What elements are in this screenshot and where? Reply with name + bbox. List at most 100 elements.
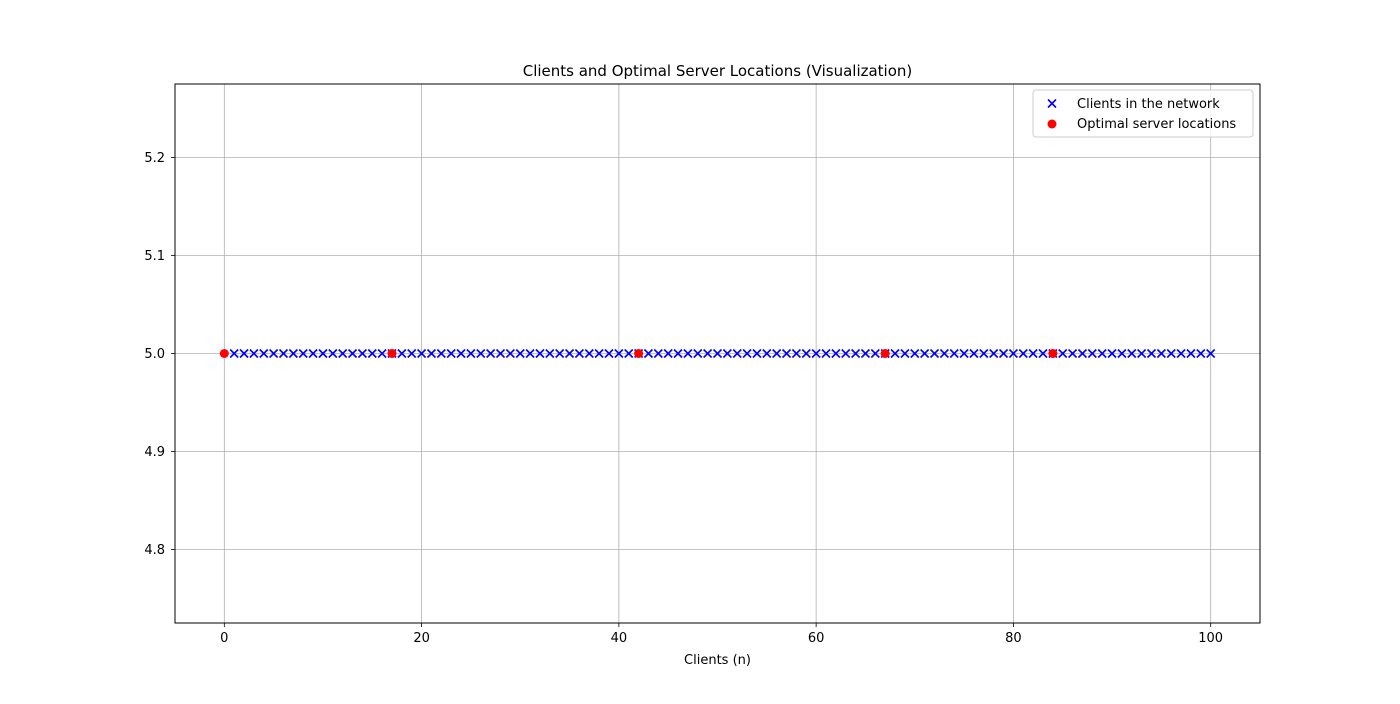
client-point-38 [604, 348, 614, 359]
x-tick-label-3: 60 [808, 631, 825, 646]
client-point-62 [841, 348, 851, 359]
legend: Clients in the network Optimal server lo… [1032, 89, 1254, 138]
client-point-70 [920, 348, 930, 359]
client-point-0 [229, 348, 239, 359]
client-point-82 [1038, 348, 1048, 359]
client-point-39 [614, 348, 624, 359]
client-point-69 [910, 348, 920, 359]
client-point-93 [1146, 348, 1157, 359]
x-tick-label-0: 0 [220, 631, 228, 646]
y-tick-label-4: 5.2 [144, 151, 165, 166]
client-point-52 [742, 348, 752, 359]
client-point-14 [367, 348, 377, 359]
client-point-13 [357, 348, 367, 359]
client-point-36 [584, 348, 594, 359]
client-point-42 [643, 348, 654, 359]
client-point-63 [851, 348, 861, 359]
client-point-22 [446, 348, 456, 359]
client-point-61 [831, 348, 841, 359]
client-point-89 [1107, 348, 1117, 359]
client-point-37 [594, 348, 604, 359]
client-point-99 [1206, 348, 1216, 359]
client-point-75 [969, 348, 979, 359]
client-point-15 [377, 348, 387, 359]
client-point-54 [762, 348, 772, 359]
client-point-33 [555, 348, 565, 359]
client-point-79 [1008, 348, 1018, 359]
client-point-23 [456, 348, 466, 359]
y-tick-label-0: 4.8 [144, 543, 165, 558]
axis-ticks: 0 20 40 60 80 100 4.8 4.9 5.0 5.1 5.2 [144, 151, 1223, 646]
client-point-17 [397, 348, 407, 359]
client-point-48 [703, 348, 713, 359]
client-point-30 [525, 348, 535, 359]
client-point-8 [308, 348, 318, 359]
client-point-97 [1186, 348, 1196, 359]
client-point-11 [338, 348, 348, 359]
client-point-77 [989, 348, 999, 359]
client-point-49 [712, 348, 723, 359]
client-point-67 [890, 348, 900, 359]
client-point-95 [1166, 348, 1176, 359]
client-point-50 [722, 348, 732, 359]
client-point-29 [515, 348, 525, 359]
client-point-81 [1028, 348, 1038, 359]
client-point-46 [683, 348, 693, 359]
client-point-80 [1018, 348, 1028, 359]
client-point-9 [318, 348, 328, 359]
client-point-44 [663, 348, 673, 359]
client-point-98 [1196, 348, 1206, 359]
client-point-86 [1077, 348, 1088, 359]
client-point-91 [1127, 348, 1137, 359]
client-point-71 [929, 348, 940, 359]
client-point-59 [811, 348, 821, 359]
client-point-78 [998, 348, 1009, 359]
chart-title: Clients and Optimal Server Locations (Vi… [523, 62, 913, 80]
client-point-31 [535, 348, 545, 359]
client-point-40 [624, 348, 634, 359]
client-point-92 [1137, 348, 1147, 359]
client-point-27 [495, 348, 506, 359]
x-tick-label-5: 100 [1198, 631, 1223, 646]
legend-x-marker-icon [1047, 98, 1057, 109]
client-point-65 [870, 348, 880, 359]
client-point-18 [407, 348, 417, 359]
client-point-24 [466, 348, 476, 359]
client-point-56 [781, 348, 792, 359]
client-point-73 [949, 348, 959, 359]
y-tick-label-1: 4.9 [144, 445, 165, 460]
client-point-12 [347, 348, 358, 359]
client-point-6 [288, 348, 298, 359]
client-point-57 [791, 348, 801, 359]
legend-o-marker-icon [1047, 119, 1057, 129]
server-point-2 [634, 349, 644, 358]
client-point-25 [476, 348, 486, 359]
client-point-35 [574, 348, 584, 359]
client-point-28 [505, 348, 515, 359]
server-point-1 [387, 349, 397, 358]
x-tick-label-2: 40 [611, 631, 628, 646]
client-point-58 [801, 348, 811, 359]
client-point-20 [426, 348, 437, 359]
server-points [219, 349, 1058, 358]
client-point-2 [249, 348, 259, 359]
y-tick-label-2: 5.0 [144, 347, 165, 362]
legend-label-clients: Clients in the network [1077, 97, 1220, 112]
client-point-43 [653, 348, 663, 359]
x-tick-label-1: 20 [413, 631, 430, 646]
client-point-87 [1087, 348, 1097, 359]
server-point-0 [219, 349, 229, 358]
legend-box [1032, 89, 1254, 138]
client-point-7 [298, 348, 308, 359]
client-point-60 [821, 348, 831, 359]
y-tick-label-3: 5.1 [144, 249, 165, 264]
client-point-88 [1097, 348, 1107, 359]
legend-marker-servers [1047, 119, 1057, 129]
client-point-64 [860, 348, 871, 359]
client-point-26 [486, 348, 496, 359]
client-point-34 [564, 348, 575, 359]
client-point-4 [269, 348, 279, 359]
client-point-96 [1176, 348, 1186, 359]
client-point-68 [900, 348, 910, 359]
